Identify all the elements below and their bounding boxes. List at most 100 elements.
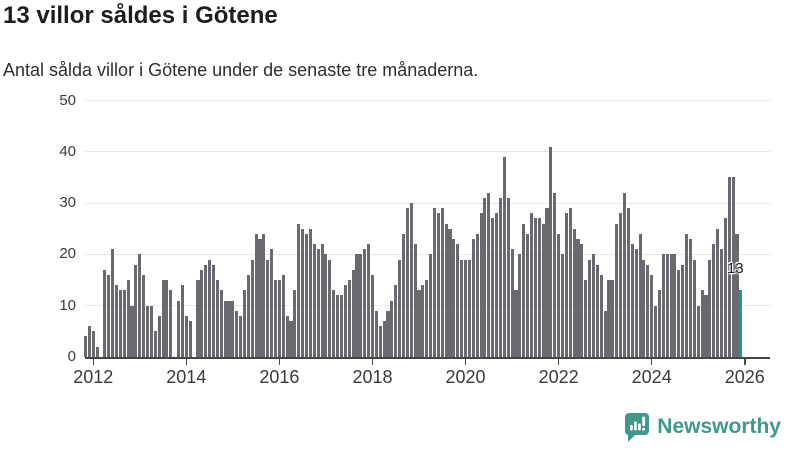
bar xyxy=(483,197,487,357)
bar xyxy=(409,203,413,357)
bar xyxy=(180,285,184,357)
bar xyxy=(382,321,386,357)
bar xyxy=(456,244,460,357)
bar xyxy=(611,280,615,357)
bar xyxy=(250,259,254,357)
bar xyxy=(444,223,448,357)
bar xyxy=(401,233,406,357)
bar xyxy=(646,264,650,357)
bar xyxy=(359,254,363,357)
bar xyxy=(537,218,541,357)
bar xyxy=(130,305,134,357)
bar xyxy=(312,244,316,357)
bar xyxy=(122,290,126,357)
x-axis-label: 2026 xyxy=(724,367,765,387)
bar xyxy=(471,239,475,357)
chart-subtitle: Antal sålda villor i Götene under de sen… xyxy=(3,60,479,80)
newsworthy-logo[interactable]: Newsworthy xyxy=(624,412,781,442)
bar xyxy=(398,259,402,357)
bar xyxy=(273,280,278,357)
bar xyxy=(242,290,247,357)
axis-tick xyxy=(278,359,281,365)
bar xyxy=(336,295,340,357)
bar xyxy=(526,233,530,357)
bar xyxy=(591,254,596,357)
bar xyxy=(239,315,243,357)
bar xyxy=(491,218,495,357)
axis-tick xyxy=(185,359,188,365)
bar xyxy=(208,259,212,357)
bar xyxy=(723,218,727,357)
bar xyxy=(367,244,371,357)
bar xyxy=(363,249,367,357)
bar xyxy=(316,249,320,357)
bar xyxy=(700,290,704,357)
bar xyxy=(518,254,522,357)
bar xyxy=(149,305,153,357)
bar xyxy=(219,290,223,357)
bar xyxy=(258,239,262,357)
bar xyxy=(114,285,119,357)
bar xyxy=(211,264,216,357)
bar xyxy=(196,280,200,357)
gridline xyxy=(85,151,770,153)
bar xyxy=(479,213,483,357)
x-axis-label: 2022 xyxy=(538,367,579,387)
axis-tick xyxy=(464,359,467,365)
bar xyxy=(103,269,107,357)
bar xyxy=(572,228,576,357)
bar xyxy=(293,290,297,357)
bar xyxy=(557,233,561,357)
bar xyxy=(91,331,95,357)
bar xyxy=(301,228,305,357)
bar xyxy=(727,177,731,357)
bar xyxy=(270,249,274,357)
bar xyxy=(425,280,429,357)
bar xyxy=(266,259,270,357)
bar xyxy=(607,280,611,357)
x-axis-label: 2016 xyxy=(259,367,300,387)
bar xyxy=(145,305,150,357)
bar xyxy=(436,213,440,357)
bar xyxy=(669,254,673,357)
axis-tick xyxy=(371,359,374,365)
bar xyxy=(514,290,518,357)
bar xyxy=(712,244,716,357)
y-axis-label: 50 xyxy=(59,91,76,109)
x-axis-label: 2014 xyxy=(166,367,207,387)
gridline xyxy=(85,100,770,101)
axis-tick xyxy=(744,359,746,365)
x-axis-line xyxy=(85,357,770,359)
bar xyxy=(502,156,506,357)
bar xyxy=(654,305,658,357)
bar xyxy=(719,249,724,357)
bar xyxy=(223,300,227,357)
bar xyxy=(111,249,115,357)
bar xyxy=(529,213,533,357)
bar xyxy=(564,213,568,357)
bar xyxy=(370,274,375,357)
bar xyxy=(308,228,312,357)
bar xyxy=(285,315,289,357)
bar xyxy=(630,244,634,357)
bar xyxy=(735,233,739,357)
bar xyxy=(460,259,464,357)
bar xyxy=(134,264,138,357)
chart-title: 13 villor såldes i Götene xyxy=(3,2,278,29)
bar xyxy=(522,223,526,357)
gridline xyxy=(85,202,770,204)
x-axis-label: 2012 xyxy=(73,367,114,387)
bar xyxy=(704,295,708,357)
bar xyxy=(588,259,592,357)
y-axis-label: 40 xyxy=(59,142,76,160)
bar xyxy=(642,259,646,357)
bar xyxy=(328,259,332,357)
bar xyxy=(184,315,188,357)
bar xyxy=(716,228,720,357)
bar xyxy=(235,310,239,357)
y-axis-label: 10 xyxy=(59,296,76,314)
bar xyxy=(622,192,627,357)
bar xyxy=(374,310,378,357)
bar xyxy=(475,233,479,357)
